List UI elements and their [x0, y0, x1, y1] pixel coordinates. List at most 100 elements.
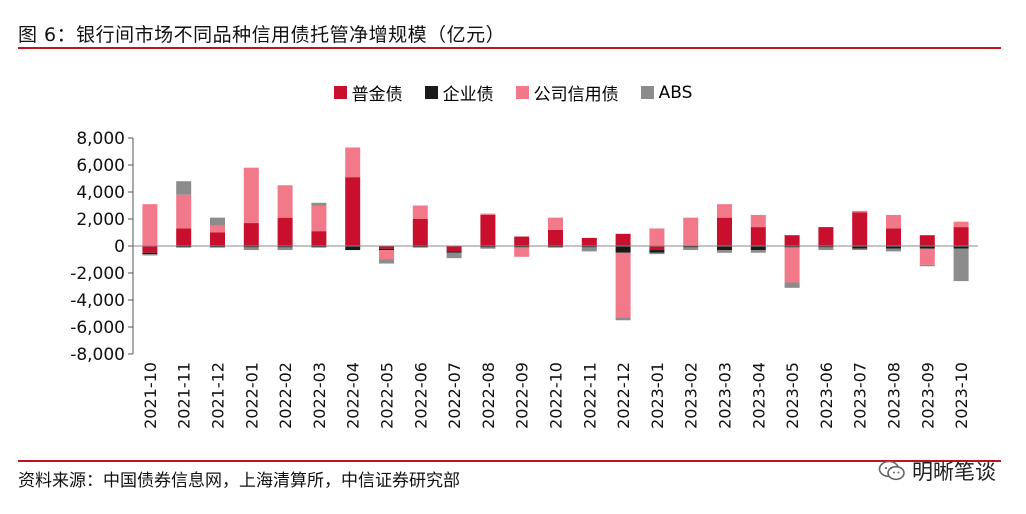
bar-公司信用债-2022-10 — [548, 217, 563, 230]
chart-legend: 普金债 企业债 公司信用债 ABS — [0, 80, 1026, 105]
bar-企业债-2022-07 — [446, 251, 462, 253]
x-tick-label: 2022-09 — [513, 362, 532, 429]
x-tick-label: 2023-02 — [682, 362, 701, 429]
bar-普金债-2021-11 — [176, 228, 192, 246]
bar-公司信用债-2023-03 — [717, 204, 732, 218]
bar-ABS-2021-11 — [176, 181, 192, 195]
bar-普金债-2022-08 — [480, 214, 496, 246]
bar-企业债-2022-03 — [311, 246, 327, 248]
source-note: 资料来源：中国债券信息网，上海清算所，中信证券研究部 — [18, 471, 460, 491]
watermark-text: 明晰笔谈 — [912, 460, 996, 484]
bar-ABS-2022-07 — [446, 252, 462, 259]
bar-企业债-2022-01 — [243, 246, 259, 248]
legend-label-普金债: 普金债 — [351, 85, 403, 105]
x-tick-label: 2023-03 — [716, 362, 735, 429]
y-tick-label: -4,000 — [70, 291, 125, 311]
bar-普金债-2022-06 — [412, 219, 428, 246]
bar-公司信用债-2022-08 — [480, 213, 496, 215]
bar-企业债-2023-01 — [649, 250, 665, 253]
legend-swatch-ABS — [640, 86, 654, 99]
bar-普金债-2022-05 — [379, 246, 394, 249]
bar-企业债-2021-12 — [210, 246, 225, 248]
bar-企业债-2023-02 — [683, 246, 699, 248]
bar-企业债-2023-09 — [919, 246, 935, 249]
wechat-icon — [878, 460, 905, 481]
bar-企业债-2023-04 — [750, 246, 766, 251]
bar-企业债-2023-08 — [886, 246, 901, 249]
bar-公司信用债-2022-04 — [345, 147, 361, 178]
bar-企业债-2022-09 — [514, 246, 530, 248]
bar-企业债-2022-11 — [581, 246, 597, 248]
bar-企业债-2022-06 — [412, 246, 428, 248]
bar-企业债-2023-03 — [717, 246, 732, 251]
bar-ABS-2023-05 — [784, 282, 800, 288]
source-rule — [18, 460, 1001, 462]
x-tick-label: 2023-10 — [952, 362, 971, 429]
bar-企业债-2022-05 — [379, 248, 394, 251]
bar-普金债-2023-06 — [818, 227, 834, 246]
legend-label-企业债: 企业债 — [442, 85, 494, 105]
x-tick-label: 2023-06 — [817, 362, 836, 429]
bar-普金债-2021-12 — [210, 232, 225, 246]
legend-swatch-公司信用债 — [515, 86, 529, 99]
bar-普金债-2022-04 — [345, 177, 361, 246]
bar-普金债-2022-12 — [615, 233, 631, 246]
bar-公司信用债-2022-12 — [615, 252, 631, 318]
bar-公司信用债-2022-02 — [277, 185, 293, 218]
bar-公司信用债-2023-07 — [852, 210, 868, 213]
bar-ABS-2023-04 — [750, 250, 766, 253]
x-tick-label: 2023-07 — [851, 362, 870, 429]
bar-ABS-2022-12 — [615, 317, 631, 321]
bar-普金债-2023-01 — [649, 246, 665, 251]
x-tick-label: 2022-01 — [242, 362, 261, 429]
x-tick-label: 2022-03 — [310, 362, 329, 429]
legend-item-公司信用债: 公司信用债 — [515, 80, 619, 105]
title-rule — [18, 47, 1001, 49]
watermark: 明晰笔谈 — [878, 456, 996, 486]
bar-企业债-2022-10 — [548, 246, 563, 248]
x-tick-label: 2022-10 — [547, 362, 566, 429]
bar-公司信用债-2021-12 — [210, 225, 225, 233]
bar-企业债-2022-12 — [615, 246, 631, 253]
x-tick-label: 2022-07 — [445, 362, 464, 429]
x-tick-label: 2023-04 — [749, 362, 768, 429]
x-tick-label: 2022-12 — [614, 362, 633, 429]
y-tick-label: 4,000 — [76, 183, 125, 203]
bar-ABS-2023-09 — [919, 264, 935, 267]
bar-ABS-2023-03 — [717, 250, 732, 253]
bar-公司信用债-2023-01 — [649, 228, 665, 246]
x-tick-label: 2021-12 — [209, 362, 228, 429]
bar-公司信用债-2023-10 — [953, 221, 969, 228]
bar-ABS-2022-11 — [581, 247, 597, 252]
chart-title: 图 6：银行间市场不同品种信用债托管净增规模（亿元） — [18, 24, 506, 46]
y-tick-label: 8,000 — [76, 129, 125, 149]
bar-ABS-2022-01 — [243, 247, 259, 251]
bar-普金债-2023-09 — [919, 235, 935, 246]
bar-公司信用债-2022-09 — [514, 247, 530, 257]
x-tick-label: 2022-08 — [479, 362, 498, 429]
x-tick-label: 2022-04 — [344, 362, 363, 429]
x-tick-label: 2022-11 — [580, 362, 599, 429]
bar-公司信用债-2023-05 — [784, 247, 800, 283]
x-tick-label: 2022-06 — [411, 362, 430, 429]
bar-普金债-2022-02 — [277, 217, 293, 246]
bar-企业债-2022-04 — [345, 246, 361, 251]
bar-企业债-2022-02 — [277, 246, 293, 248]
bar-普金债-2022-11 — [581, 237, 597, 246]
x-tick-label: 2021-10 — [141, 362, 160, 429]
bar-普金债-2023-08 — [886, 228, 901, 246]
bar-企业债-2023-10 — [953, 246, 969, 249]
bar-普金债-2022-07 — [446, 246, 462, 252]
legend-item-ABS: ABS — [640, 80, 692, 105]
bar-公司信用债-2022-05 — [379, 250, 394, 260]
bar-企业债-2023-05 — [784, 246, 800, 248]
bar-ABS-2023-10 — [953, 248, 969, 282]
y-tick-label: 2,000 — [76, 210, 125, 230]
y-tick-label: -6,000 — [70, 318, 125, 338]
bar-公司信用债-2021-10 — [142, 204, 158, 246]
y-tick-label: -8,000 — [70, 345, 125, 365]
x-tick-label: 2023-05 — [783, 362, 802, 429]
legend-item-普金债: 普金债 — [333, 80, 403, 105]
bar-公司信用债-2022-01 — [243, 167, 259, 224]
